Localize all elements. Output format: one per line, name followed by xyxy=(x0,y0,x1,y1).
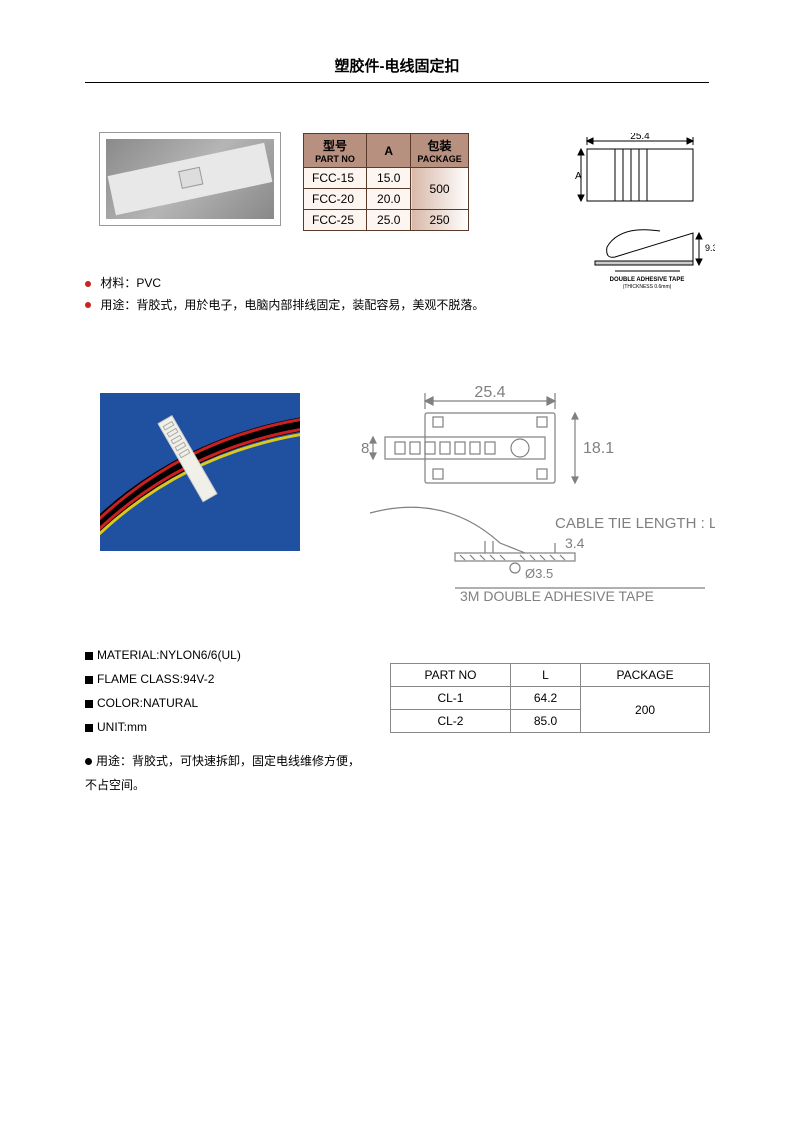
section-1: 型号 PART NO A 包装 PACKAGE FCC-15 15.0 500 … xyxy=(85,133,709,343)
usage-line: 不占空间。 xyxy=(85,773,709,797)
bullet-dot-icon xyxy=(85,302,91,308)
square-bullet-icon xyxy=(85,700,93,708)
svg-text:25.4: 25.4 xyxy=(474,384,505,401)
table1-cell: 20.0 xyxy=(367,189,411,210)
table2-cell: CL-1 xyxy=(391,687,511,710)
square-bullet-icon xyxy=(85,676,93,684)
technical-diagram-2: 25.4 8 18.1 xyxy=(325,383,715,603)
svg-text:18.1: 18.1 xyxy=(583,440,614,457)
table1-cell: FCC-15 xyxy=(304,168,367,189)
bullet-list-1: 材料：PVC 用途：背胶式，用於电子，电脑内部排线固定，装配容易，美观不脱落。 xyxy=(85,273,484,316)
table1-header-partno: 型号 PART NO xyxy=(304,134,367,168)
table1-cell: 500 xyxy=(411,168,468,210)
table2-cell: 200 xyxy=(581,687,710,733)
table1-cell: 15.0 xyxy=(367,168,411,189)
technical-diagram-1: 25.4 A 9.3 DOUBLE ADHESIVE TAPE (THI xyxy=(565,133,715,303)
spec-table-1: 型号 PART NO A 包装 PACKAGE FCC-15 15.0 500 … xyxy=(303,133,469,231)
section-2: 25.4 8 18.1 xyxy=(85,383,709,623)
table1-cell: FCC-25 xyxy=(304,210,367,231)
table2-header: PART NO xyxy=(391,664,511,687)
table2-header: L xyxy=(510,664,580,687)
svg-text:3.4: 3.4 xyxy=(565,535,585,551)
table1-header-package: 包装 PACKAGE xyxy=(411,134,468,168)
bullet-item: 材料：PVC xyxy=(85,273,484,295)
svg-text:8: 8 xyxy=(361,440,369,457)
square-bullet-icon xyxy=(85,724,93,732)
svg-text:Ø3.5: Ø3.5 xyxy=(525,566,553,581)
table1-header-a: A xyxy=(367,134,411,168)
table2-header: PACKAGE xyxy=(581,664,710,687)
svg-text:(THICKNESS 0.6mm): (THICKNESS 0.6mm) xyxy=(623,284,672,290)
svg-text:9.3: 9.3 xyxy=(705,243,715,253)
section-3: MATERIAL:NYLON6/6(UL) FLAME CLASS:94V-2 … xyxy=(85,643,709,797)
product-photo-2 xyxy=(100,393,300,551)
bullet-item: 用途：背胶式，用於电子，电脑内部排线固定，装配容易，美观不脱落。 xyxy=(85,295,484,317)
table2-cell: 85.0 xyxy=(510,710,580,733)
svg-text:DOUBLE ADHESIVE TAPE: DOUBLE ADHESIVE TAPE xyxy=(610,277,685,283)
product-photo-1 xyxy=(100,133,280,225)
table2-cell: 64.2 xyxy=(510,687,580,710)
square-bullet-icon xyxy=(85,652,93,660)
table1-cell: FCC-20 xyxy=(304,189,367,210)
svg-text:25.4: 25.4 xyxy=(630,133,650,142)
table2-cell: CL-2 xyxy=(391,710,511,733)
svg-text:3M DOUBLE ADHESIVE TAPE: 3M DOUBLE ADHESIVE TAPE xyxy=(460,588,654,603)
table1-cell: 250 xyxy=(411,210,468,231)
usage-line: 用途：背胶式，可快速拆卸，固定电线维修方便， xyxy=(85,749,709,773)
page-title: 塑胶件-电线固定扣 xyxy=(85,0,709,83)
spec-table-2: PART NO L PACKAGE CL-1 64.2 200 CL-2 85.… xyxy=(390,663,710,733)
bullet-dot-icon xyxy=(85,281,91,287)
dot-bullet-icon xyxy=(85,758,92,765)
svg-text:CABLE TIE LENGTH : L: CABLE TIE LENGTH : L xyxy=(555,515,715,532)
table1-cell: 25.0 xyxy=(367,210,411,231)
